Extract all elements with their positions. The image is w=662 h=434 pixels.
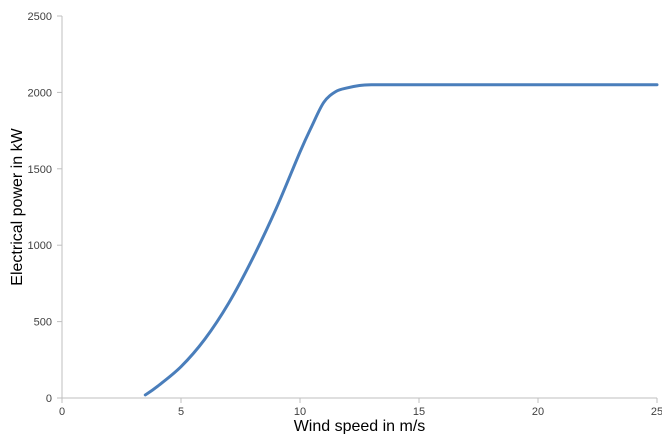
x-tick-label: 20 bbox=[532, 406, 544, 418]
series-line bbox=[143, 83, 659, 397]
ticks: 0 500 1000 1500 2000 2500 0 5 10 15 20 25 bbox=[28, 11, 662, 418]
y-tick-label: 1500 bbox=[28, 164, 52, 176]
y-tick-label: 1000 bbox=[28, 240, 52, 252]
y-tick-label: 2000 bbox=[28, 87, 52, 99]
series-layer bbox=[143, 83, 659, 397]
x-tick-label: 0 bbox=[59, 406, 65, 418]
x-tick-label: 10 bbox=[294, 406, 306, 418]
x-axis-title: Wind speed in m/s bbox=[294, 418, 426, 434]
x-tick-label: 25 bbox=[651, 406, 662, 418]
y-tick-label: 500 bbox=[34, 317, 52, 329]
axes bbox=[61, 16, 657, 399]
y-tick-label: 2500 bbox=[28, 11, 52, 23]
x-tick-label: 5 bbox=[178, 406, 184, 418]
y-axis-title: Electrical power in kW bbox=[9, 127, 26, 285]
y-tick-label: 0 bbox=[46, 393, 52, 405]
x-tick-label: 15 bbox=[413, 406, 425, 418]
